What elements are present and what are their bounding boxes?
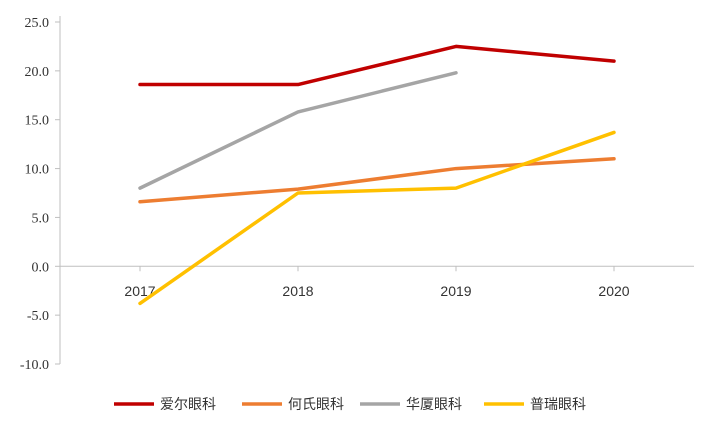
y-tick-label: 5.0 xyxy=(32,211,50,226)
x-tick-label: 2020 xyxy=(598,283,629,299)
series-line-0 xyxy=(138,44,616,87)
axes xyxy=(59,16,694,364)
x-tick-label: 2019 xyxy=(440,283,471,299)
series-line-2 xyxy=(138,71,458,190)
y-tick-label: 15.0 xyxy=(25,114,50,129)
legend-label: 华厦眼科 xyxy=(406,397,462,413)
legend: 爱尔眼科 何氏眼科 华厦眼科 普瑞眼科 xyxy=(114,397,586,413)
y-tick-label: 20.0 xyxy=(25,65,50,80)
legend-label: 爱尔眼科 xyxy=(160,397,216,413)
x-tick-label: 2018 xyxy=(282,283,313,299)
legend-label: 何氏眼科 xyxy=(288,397,344,413)
y-tick-label: 25.0 xyxy=(25,16,50,31)
y-tick-label: 10.0 xyxy=(25,163,50,178)
series-line-1 xyxy=(138,157,616,204)
y-axis-ticks: 25.0 20.0 15.0 10.0 5.0 0.0 -5.0 -10.0 xyxy=(20,16,60,373)
series-line-3 xyxy=(138,130,616,306)
series-lines xyxy=(138,44,616,306)
legend-label: 普瑞眼科 xyxy=(530,397,586,413)
x-axis-ticks: 2017 2018 2019 2020 xyxy=(124,266,630,299)
x-tick-label: 2017 xyxy=(124,283,155,299)
y-tick-label: -5.0 xyxy=(27,309,49,324)
y-tick-label: -10.0 xyxy=(20,358,49,373)
y-tick-label: 0.0 xyxy=(32,260,50,275)
